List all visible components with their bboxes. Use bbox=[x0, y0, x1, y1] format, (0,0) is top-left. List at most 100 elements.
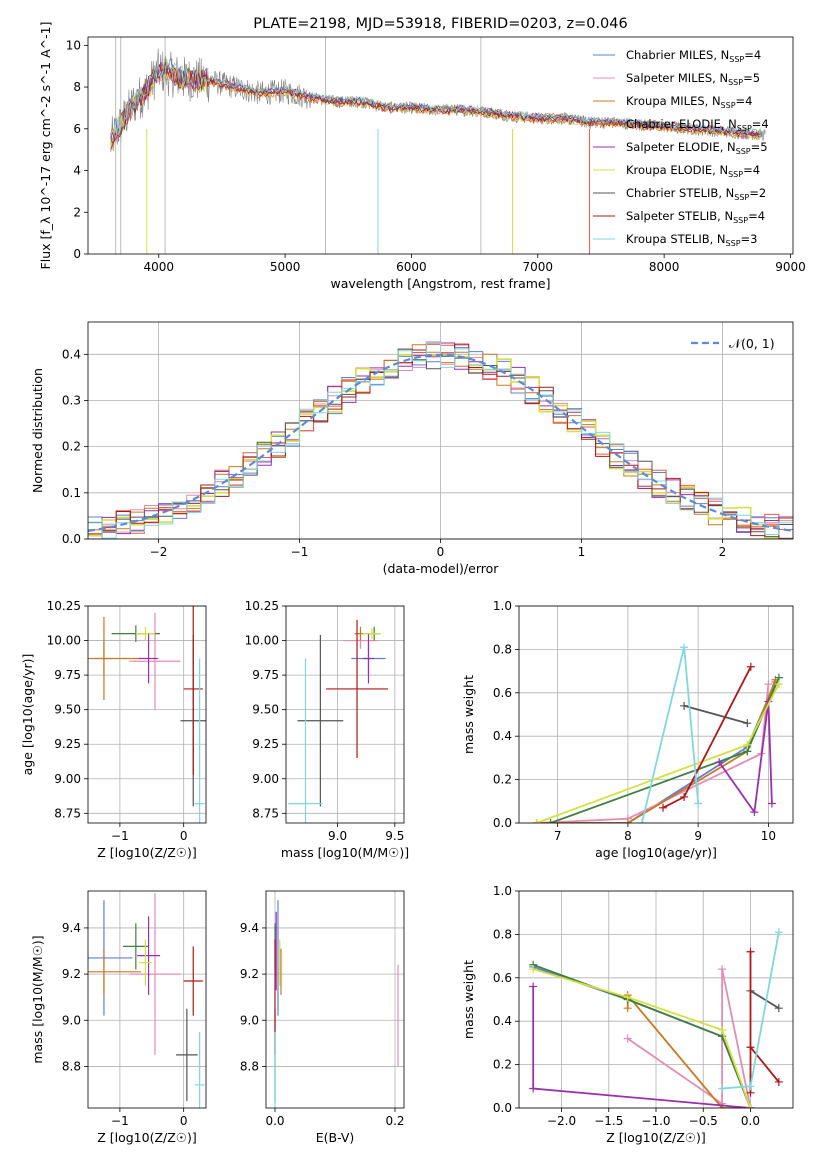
chart-title: PLATE=2198, MJD=53918, FIBERID=0203, z=0… bbox=[253, 16, 627, 32]
panel-weight-vs-Z: −2.0 −1.5 −1.0 −0.5 0.0 0.0 0.2 0.4 0.6 0.8 1.0 Z [… bbox=[461, 884, 794, 1145]
y-tick-label: 8 bbox=[73, 80, 81, 94]
y-tick-label: 9.0 bbox=[62, 1013, 81, 1027]
data-point-errorbar bbox=[135, 626, 155, 641]
axes-frame bbox=[518, 605, 794, 824]
y-tick-label: 9.75 bbox=[54, 668, 81, 682]
axes-frame bbox=[285, 605, 405, 824]
data-point-errorbar bbox=[194, 1031, 205, 1108]
y-tick-label: 6 bbox=[73, 122, 81, 136]
y-tick-label: 10.00 bbox=[245, 634, 279, 648]
weight-point-marker bbox=[746, 1082, 755, 1091]
weight-series bbox=[623, 991, 755, 1108]
weight-series bbox=[718, 928, 783, 1093]
y-tick-label: 0.2 bbox=[493, 773, 512, 787]
x-tick-label: 2 bbox=[719, 545, 727, 559]
plot-area bbox=[529, 928, 783, 1108]
data-point-errorbar bbox=[362, 633, 375, 684]
legend-label: Kroupa STELIB, NSSP=3 bbox=[626, 232, 757, 248]
y-tick-label: 0.4 bbox=[493, 729, 512, 743]
y-tick-label: 2 bbox=[73, 205, 81, 219]
panel-residuals: −2 −1 0 1 2 0.0 0.1 0.2 0.3 0.4 (data-model)/error… bbox=[30, 321, 794, 576]
y-tick-label: 1.0 bbox=[493, 599, 512, 613]
y-axis-label: Flux [f_λ 10^-17 erg cm^-2 s^-1 A^-1] bbox=[38, 22, 53, 270]
weight-series-line bbox=[536, 684, 770, 823]
y-tick-label: 4 bbox=[73, 164, 81, 178]
y-tick-label: 9.75 bbox=[252, 668, 279, 682]
model-spectrum-line bbox=[110, 59, 760, 137]
y-tick-label: 1.0 bbox=[493, 884, 512, 898]
y-axis-label: mass weight bbox=[461, 960, 476, 1039]
weight-point-marker bbox=[746, 662, 755, 671]
data-point-errorbar bbox=[288, 658, 323, 823]
x-tick-label: −1 bbox=[291, 545, 309, 559]
y-tick-label: 0.1 bbox=[62, 486, 81, 500]
weight-series-line bbox=[662, 666, 752, 809]
legend: Chabrier MILES, NSSP=4 Salpeter MILES, NS… bbox=[593, 48, 769, 248]
plot-area bbox=[88, 893, 205, 1108]
x-tick-label: 0 bbox=[180, 829, 188, 843]
legend-label: 𝒩(0, 1) bbox=[729, 336, 775, 351]
weight-point-marker bbox=[750, 808, 759, 817]
data-point-errorbar bbox=[362, 628, 382, 640]
weight-point-marker bbox=[680, 792, 689, 801]
y-tick-label: 0.6 bbox=[493, 971, 512, 985]
weight-point-marker bbox=[774, 1077, 783, 1086]
x-tick-label: −1 bbox=[111, 1114, 129, 1128]
data-point-errorbar bbox=[88, 948, 141, 995]
x-tick-label: −0.5 bbox=[689, 1114, 718, 1128]
plot-area bbox=[274, 900, 399, 1108]
legend-label: Salpeter STELIB, NSSP=4 bbox=[626, 209, 765, 225]
plot-area bbox=[110, 37, 766, 254]
data-point-errorbar bbox=[194, 658, 205, 823]
x-tick-label: 8000 bbox=[649, 260, 680, 274]
y-tick-label: 9.25 bbox=[54, 737, 81, 751]
x-axis-label: Z [log10(Z/Z☉)] bbox=[606, 1130, 706, 1145]
weight-point-marker bbox=[746, 1043, 755, 1052]
y-tick-label: 9.00 bbox=[252, 772, 279, 786]
panel-spectrum: 4000 5000 6000 7000 8000 9000 0 2 4 6 8 10 wavelengt… bbox=[38, 16, 806, 291]
x-tick-label: 9.0 bbox=[328, 829, 347, 843]
data-point-errorbar bbox=[139, 633, 159, 684]
y-tick-label: 0.4 bbox=[62, 347, 81, 361]
weight-point-marker bbox=[767, 799, 776, 808]
axes-frame bbox=[87, 605, 207, 824]
y-tick-label: 0.8 bbox=[493, 927, 512, 941]
x-axis-label: age [log10(age/yr)] bbox=[595, 845, 717, 860]
data-point-errorbar bbox=[129, 893, 181, 1055]
data-point-errorbar bbox=[123, 923, 149, 970]
weight-series-line bbox=[536, 681, 777, 823]
y-tick-label: 10.00 bbox=[47, 634, 81, 648]
y-axis-label: mass [log10(M/M☉)] bbox=[30, 935, 45, 1063]
weight-point-marker bbox=[659, 803, 668, 812]
legend-label: Chabrier MILES, NSSP=4 bbox=[626, 48, 761, 64]
legend-label: Kroupa ELODIE, NSSP=4 bbox=[626, 163, 760, 179]
weight-point-marker bbox=[680, 701, 689, 710]
x-tick-label: 10 bbox=[761, 829, 776, 843]
y-tick-label: 8.75 bbox=[252, 806, 279, 820]
gaussian-reference-line bbox=[88, 353, 793, 532]
x-tick-label: −2 bbox=[150, 545, 168, 559]
weight-series-line bbox=[750, 990, 780, 1009]
y-tick-label: 9.50 bbox=[252, 703, 279, 717]
x-axis-label: wavelength [Angstrom, rest frame] bbox=[330, 276, 550, 291]
weight-series-line bbox=[532, 968, 752, 1108]
x-axis-label: Z [log10(Z/Z☉)] bbox=[97, 845, 197, 860]
weight-series-line bbox=[536, 679, 777, 823]
y-tick-label: 0 bbox=[73, 247, 81, 261]
weight-point-marker bbox=[774, 1004, 783, 1013]
weight-point-marker bbox=[774, 928, 783, 937]
y-tick-label: 0.0 bbox=[493, 816, 512, 830]
x-tick-label: −1.0 bbox=[641, 1114, 670, 1128]
y-tick-label: 9.50 bbox=[54, 703, 81, 717]
x-axis-label: Z [log10(Z/Z☉)] bbox=[97, 1130, 197, 1145]
panel-age-vs-mass: 9.0 9.5 8.75 9.00 9.25 9.50 9.75 10.00 10.25 mass… bbox=[245, 599, 410, 860]
y-tick-label: 0.0 bbox=[62, 532, 81, 546]
weight-series-line bbox=[718, 701, 773, 815]
plot-area bbox=[532, 643, 783, 823]
weight-series-line bbox=[749, 951, 780, 1093]
weight-series bbox=[637, 643, 703, 823]
x-axis-label: E(B-V) bbox=[316, 1130, 355, 1145]
x-tick-label: −1 bbox=[111, 829, 129, 843]
weight-series bbox=[529, 960, 755, 1108]
weight-series bbox=[623, 965, 755, 1108]
